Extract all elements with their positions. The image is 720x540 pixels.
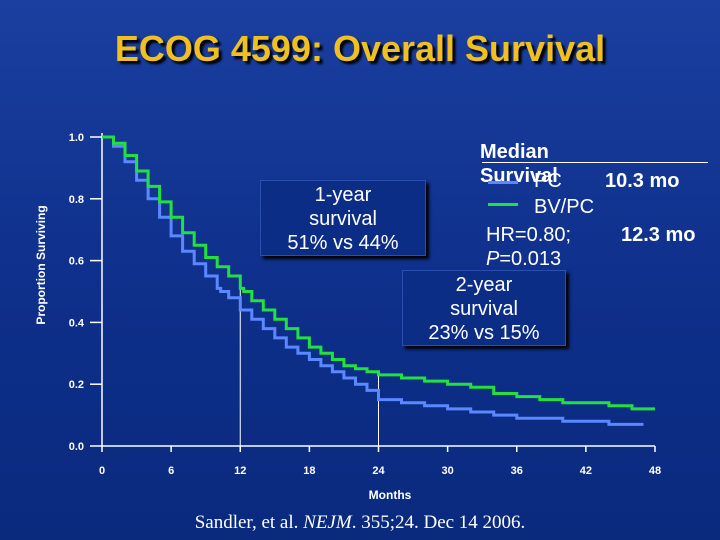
callout-2-year-survival: 2-year survival 23% vs 15% [402,270,566,346]
median-survival-legend: Median Survival PC 10.3 mo BV/PC HR=0.80… [430,140,715,280]
y-tick-label: 0.6 [69,256,84,268]
y-tick-label: 0.8 [69,194,84,206]
y-tick-label: 0.4 [69,317,85,329]
legend-p-number: =0.013 [499,248,562,270]
x-tick-label: 18 [303,465,315,477]
legend-hr: HR=0.80; [486,224,572,246]
x-axis-label: Months [369,488,412,502]
x-tick-label: 48 [649,465,661,477]
citation-author: Sandler, et al. [194,512,304,533]
callout-2-year-line1: 2-year [455,274,513,296]
callout-2-year-line2: survival [450,298,518,320]
legend-p-italic: P [486,248,500,270]
citation-details: . 355;24. Dec 14 2006. [351,512,526,533]
slide-title: ECOG 4599: Overall Survival [114,28,606,69]
callout-2-year-line3: 23% vs 15% [428,322,540,344]
callout-1-year-survival: 1-year survival 51% vs 44% [260,180,426,256]
legend-pc-swatch [488,181,518,184]
y-tick-label: 0.2 [69,379,84,391]
legend-p-value: P=0.013 [486,248,561,271]
y-axis-label: Proportion Surviving [34,205,48,324]
bvpc-survival-curve [102,135,655,411]
legend-bvpc-swatch [488,203,518,206]
y-tick-label: 1.0 [69,132,84,144]
x-tick-label: 0 [99,465,105,477]
x-tick-label: 30 [442,465,454,477]
callout-1-year-line3: 51% vs 44% [287,232,399,254]
citation: Sandler, et al. NEJM. 355;24. Dec 14 200… [0,512,720,534]
legend-bvpc-label: BV/PC [534,196,595,218]
y-tick-label: 0.0 [69,441,84,453]
x-tick-label: 6 [168,465,174,477]
reference-lines [239,288,379,446]
callout-1-year-line2: survival [309,208,377,230]
x-tick-label: 12 [234,465,246,477]
pc-survival-curve [102,135,644,426]
x-tick-label: 24 [372,465,385,477]
legend-bvpc-value: 12.3 mo [621,224,696,246]
x-tick-label: 36 [511,465,523,477]
x-tick-label: 42 [580,465,592,477]
callout-1-year-line1: 1-year [314,184,372,206]
legend-pc-value: 10.3 mo [605,170,680,192]
survival-curves [102,135,655,426]
citation-journal: NEJM [303,512,352,533]
median-header-underline [482,162,708,163]
legend-pc-label: PC [534,170,562,192]
